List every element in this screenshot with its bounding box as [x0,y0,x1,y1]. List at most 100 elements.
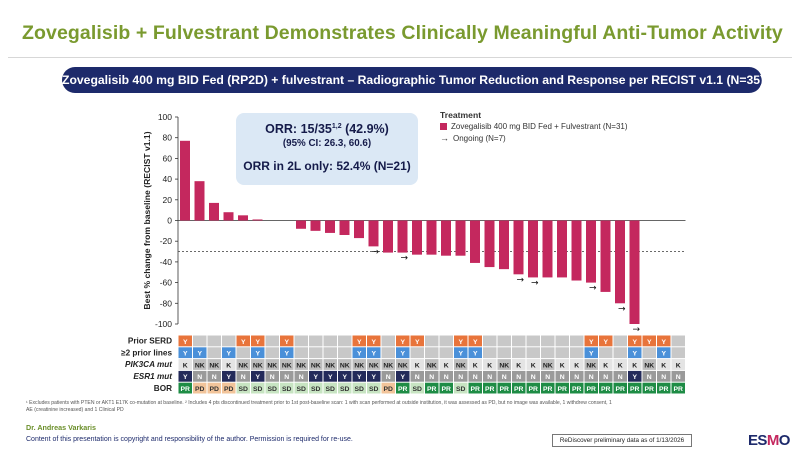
table-cell [323,347,337,359]
ongoing-arrow: → [517,275,525,285]
table-cell [526,370,540,382]
table-cell [207,382,221,394]
table-cell-text: Y [183,351,188,358]
table-row-label: Prior SERD [128,337,172,346]
table-cell [207,335,221,347]
table-cell-text: N [531,374,536,381]
table-cell-text: NK [311,362,321,369]
table-cell-text: PR [485,386,495,393]
bar [441,220,451,256]
y-tick-label: -40 [160,257,173,267]
table-cell-text: PR [427,386,437,393]
table-cell [338,347,352,359]
table-cell-text: Y [226,374,231,381]
table-cell-text: K [531,362,536,369]
table-cell [193,347,207,359]
table-cell [178,347,192,359]
table-cell [280,335,294,347]
table-cell [222,347,236,359]
table-cell [541,335,555,347]
table-cell-text: N [284,374,289,381]
table-cell-text: N [487,374,492,381]
table-cell-text: Y [661,339,666,346]
bar [238,215,248,221]
table-cell-text: N [676,374,681,381]
table-cell [570,347,584,359]
table-cell-text: N [574,374,579,381]
table-cell [367,359,381,370]
table-cell [613,335,627,347]
orr-ci: (95% CI: 26.3, 60.6) [282,138,372,149]
table-cell-text: PR [529,386,539,393]
table-cell-text: PD [224,386,234,393]
table-cell-text: NK [195,362,205,369]
table-cell [178,335,192,347]
table-cell [381,382,395,394]
table-cell [222,370,236,382]
table-cell [671,335,685,347]
table-cell [323,382,337,394]
table-cell-text: N [299,374,304,381]
table-cell-text: Y [371,374,376,381]
table-cell-text: N [647,374,652,381]
table-cell-text: Y [415,339,420,346]
y-tick-label: 0 [167,216,172,226]
table-cell [193,335,207,347]
bar [542,220,553,278]
chart-subtitle-banner: Zovegalisib 400 mg BID Fed (RP2D) + fulv… [62,67,769,93]
table-cell [541,370,555,382]
y-tick-label: 60 [163,153,173,163]
table-cell-text: PR [442,386,452,393]
orr-pct: (42.9%) [341,122,389,136]
table-cell [367,382,381,394]
table-cell-text: Y [400,339,405,346]
footnote: ¹ Excludes patients with PTEN or AKT1 E1… [26,400,612,413]
legend-bar-label: Zovegalisib 400 mg BID Fed + Fulvestrant… [451,122,628,131]
table-cell-text: PR [630,386,640,393]
table-cell-text: NK [427,362,437,369]
table-cell [352,347,366,359]
table-cell-text: Y [357,351,362,358]
arrow-icon: → [440,133,449,143]
table-cell [367,370,381,382]
orr-summary-box: ORR: 15/351,2 (42.9%) (95% CI: 26.3, 60.… [236,113,418,185]
table-cell [193,382,207,394]
ongoing-arrow: → [401,254,409,264]
table-cell [352,335,366,347]
table-cell [338,370,352,382]
table-cell-text: SD [253,386,263,393]
table-cell [628,347,642,359]
table-cell [454,347,468,359]
table-cell [410,347,424,359]
table-cell-text: PR [645,386,655,393]
y-tick-label: -80 [160,298,173,308]
table-cell [294,359,308,370]
bar [223,212,234,221]
table-cell [570,359,584,370]
presenter-name: Dr. Andreas Varkaris [26,423,97,432]
table-cell [396,359,410,370]
table-cell-text: K [473,362,478,369]
table-cell-text: NK [296,362,306,369]
y-tick-label: 80 [163,133,173,143]
table-cell [323,370,337,382]
table-cell-text: Y [647,339,652,346]
table-cell-text: Y [241,339,246,346]
table-cell [352,382,366,394]
table-cell [512,370,526,382]
table-cell [541,359,555,370]
table-cell [251,359,265,370]
table-cell [265,382,279,394]
table-cell [570,382,584,394]
table-cell-text: N [545,374,550,381]
table-cell [381,335,395,347]
table-cell-text: K [632,362,637,369]
bar [412,220,422,255]
table-cell [410,359,424,370]
bar [615,220,625,304]
table-cell [599,382,613,394]
table-cell-text: Y [458,339,463,346]
orr-sup: 1,2 [331,122,342,130]
table-cell [236,335,250,347]
table-cell-text: PR [659,386,669,393]
